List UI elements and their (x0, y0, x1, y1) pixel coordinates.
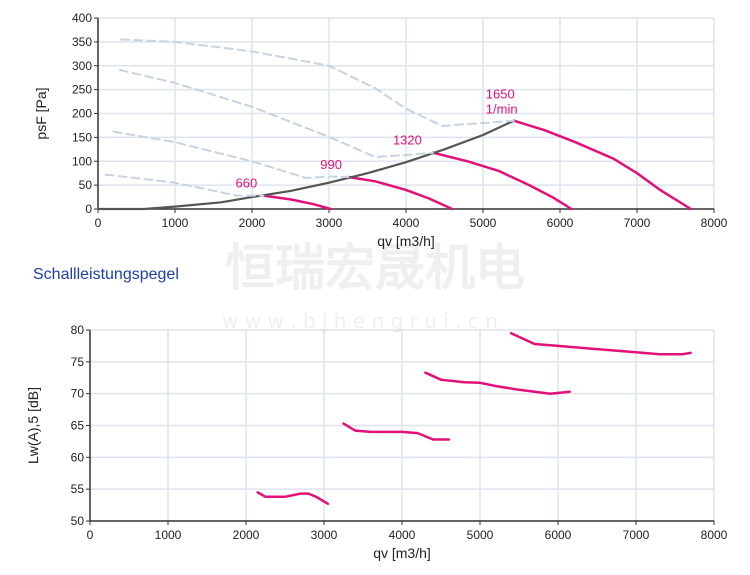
curve-label: 1650 (486, 87, 515, 102)
x-tick-label: 7000 (624, 216, 651, 230)
watermark-cn: 恒瑞宏晟机电 (225, 239, 525, 297)
y-tick-label: 300 (72, 59, 92, 73)
y-tick-label: 100 (72, 154, 92, 168)
x-axis-label: qv [m3/h] (377, 233, 435, 249)
y-tick-label: 80 (71, 323, 85, 337)
x-tick-label: 6000 (547, 216, 574, 230)
x-tick-label: 8000 (701, 528, 728, 542)
y-tick-label: 200 (72, 107, 92, 121)
speed-curve-1320 (431, 151, 573, 211)
x-tick-label: 0 (95, 216, 102, 230)
speed-curve-990 (342, 422, 451, 441)
speed-curve-990 (347, 175, 454, 211)
y-tick-label: 0 (85, 202, 92, 216)
pressure-chart: 0 1000 2000 3000 4000 5000 6000 7000 8000 0 50 100 1… (33, 11, 728, 249)
x-tick-label: 3000 (311, 528, 338, 542)
y-tick-label: 400 (72, 11, 92, 25)
dashed-curve (118, 69, 434, 158)
speed-curve-1650 (509, 331, 692, 356)
section-heading: Schallleistungspegel (33, 266, 179, 283)
curve-label: 990 (320, 157, 342, 172)
speed-curve-660 (256, 491, 330, 506)
watermark-url: w w w . b j h e n g r u i . c n (222, 309, 498, 333)
curve-label: 1320 (393, 133, 422, 148)
speed-curve-1650 (512, 119, 693, 211)
y-tick-label: 50 (71, 514, 85, 528)
y-tick-label: 250 (72, 83, 92, 97)
y-tick-label: 70 (71, 387, 85, 401)
x-tick-label: 7000 (623, 528, 650, 542)
y-tick-label: 350 (72, 35, 92, 49)
y-axis-label: psF [Pa] (33, 87, 49, 139)
y-tick-label: 75 (71, 355, 85, 369)
x-tick-label: 1000 (162, 216, 189, 230)
sound-power-chart: 0 1000 2000 3000 4000 5000 6000 7000 8000 50 55 60 6… (25, 323, 728, 561)
speed-curve-1320 (424, 371, 571, 395)
dashed-curve (120, 38, 515, 127)
x-tick-label: 3000 (316, 216, 343, 230)
x-tick-label: 4000 (393, 216, 420, 230)
x-axis-label: qv [m3/h] (373, 545, 431, 561)
x-tick-label: 0 (87, 528, 94, 542)
y-tick-label: 60 (71, 450, 85, 464)
x-tick-label: 4000 (389, 528, 416, 542)
curve-label: 660 (236, 176, 258, 191)
x-tick-label: 8000 (701, 216, 728, 230)
y-axis-label: Lw(A),5 [dB] (25, 387, 41, 464)
x-tick-label: 5000 (467, 528, 494, 542)
dashed-curve (104, 173, 265, 197)
y-tick-label: 65 (71, 419, 85, 433)
y-tick-label: 50 (79, 178, 93, 192)
x-tick-label: 5000 (470, 216, 497, 230)
curve-label: 1/min (486, 102, 518, 117)
speed-curve-660 (262, 194, 332, 211)
dashed-curve (112, 130, 350, 179)
x-tick-label: 2000 (239, 216, 266, 230)
y-tick-label: 55 (71, 482, 85, 496)
y-tick-label: 150 (72, 130, 92, 144)
watermark: 恒瑞宏晟机电 w w w . b j h e n g r u i . c n (222, 239, 525, 333)
x-tick-label: 1000 (155, 528, 182, 542)
system-curve (96, 119, 515, 211)
x-tick-label: 6000 (545, 528, 572, 542)
x-tick-label: 2000 (233, 528, 260, 542)
